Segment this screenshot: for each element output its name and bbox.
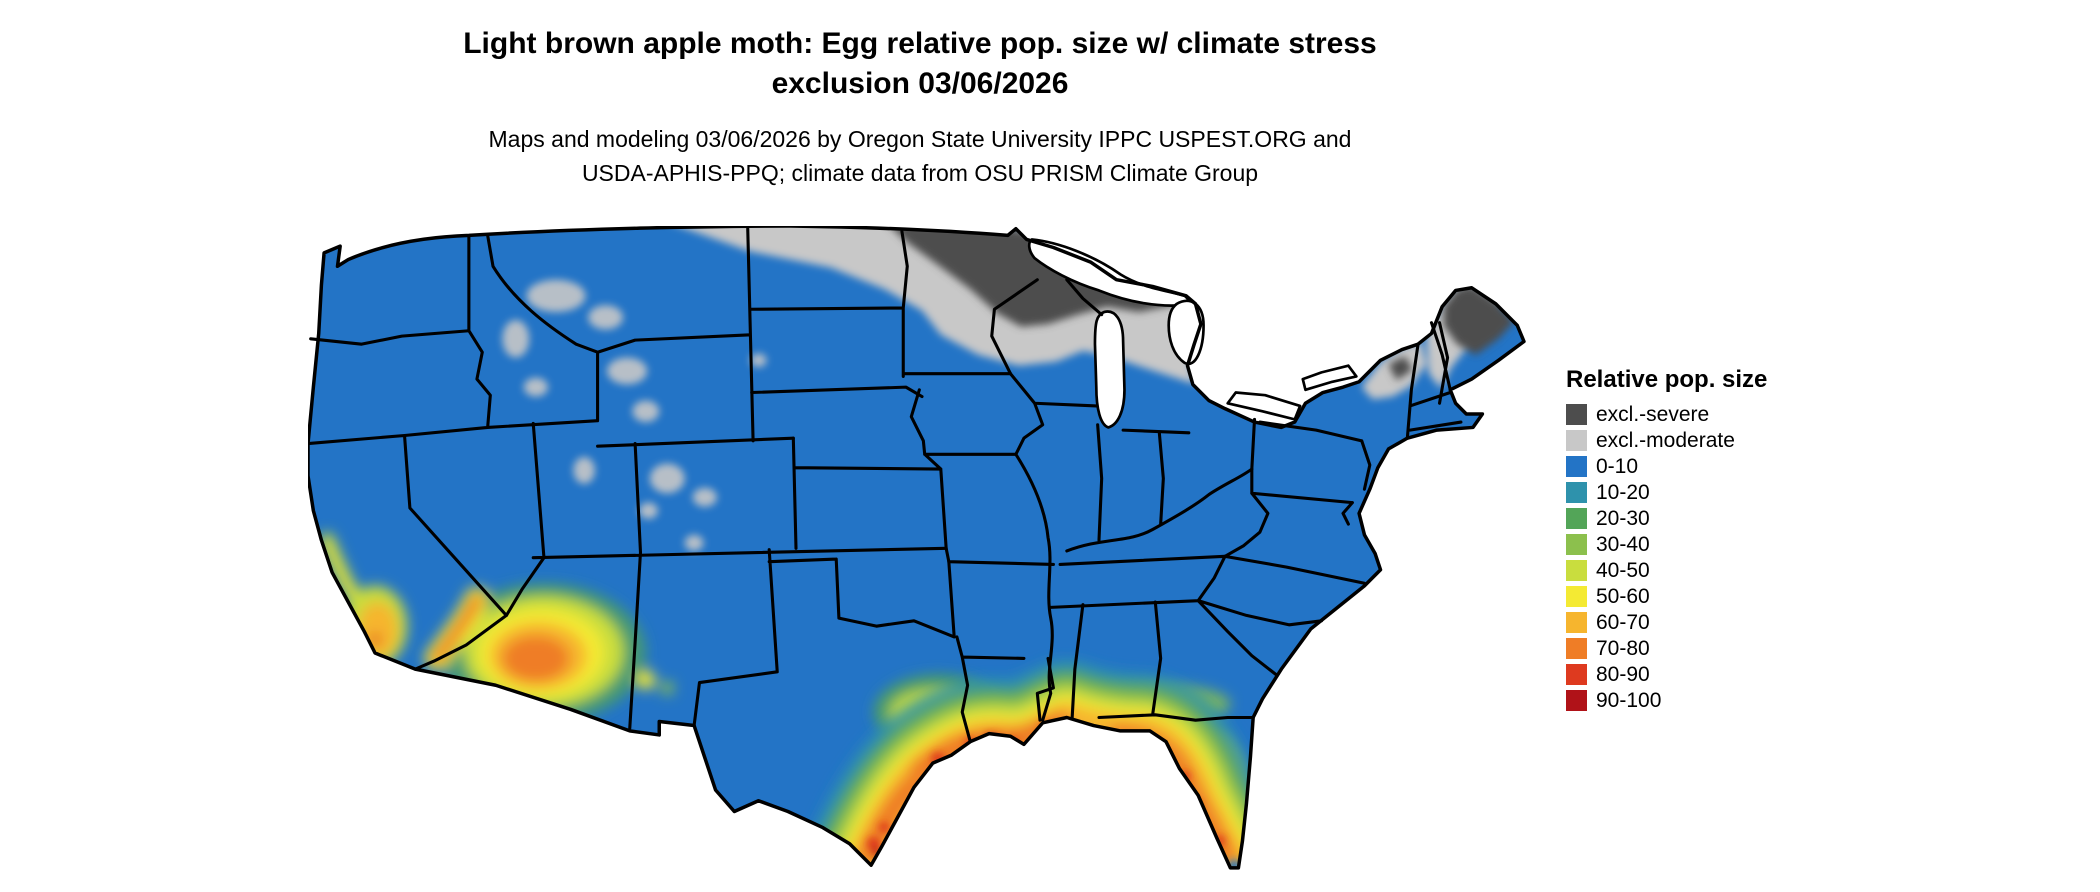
legend-label-b40: 40-50 xyxy=(1596,559,1650,582)
lake-michigan-icon xyxy=(1093,310,1126,429)
legend-label-b50: 50-60 xyxy=(1596,585,1650,608)
legend-item-b40: 40-50 xyxy=(1566,560,1767,581)
legend-swatch-b40 xyxy=(1566,560,1587,581)
legend-label-exsev: excl.-severe xyxy=(1596,403,1710,426)
legend-swatch-b70 xyxy=(1566,638,1587,659)
legend-swatch-b50 xyxy=(1566,586,1587,607)
title-line-1: Light brown apple moth: Egg relative pop… xyxy=(463,27,1377,60)
lake-ontario-icon xyxy=(1301,364,1358,392)
state-borders xyxy=(308,227,1463,744)
legend-item-exmod: excl.-moderate xyxy=(1566,430,1767,451)
legend-label-b10: 10-20 xyxy=(1596,481,1650,504)
legend-swatch-b20 xyxy=(1566,508,1587,529)
legend-label-b0: 0-10 xyxy=(1596,455,1639,478)
subtitle-line-1: Maps and modeling 03/06/2026 by Oregon S… xyxy=(488,126,1352,152)
legend-swatch-b90 xyxy=(1566,690,1587,711)
legend-swatch-exsev xyxy=(1566,404,1587,425)
legend-title: Relative pop. size xyxy=(1566,366,1768,393)
us-outline xyxy=(308,226,1526,870)
legend-label-b70: 70-80 xyxy=(1596,637,1650,660)
legend-label-b20: 20-30 xyxy=(1596,507,1650,530)
title-line-2: exclusion 03/06/2026 xyxy=(771,67,1069,100)
legend-swatch-b80 xyxy=(1566,664,1587,685)
legend-items: excl.-severe excl.-moderate 0-10 10-20 20-30… xyxy=(1566,404,1767,711)
legend-item-b0: 0-10 xyxy=(1566,456,1767,477)
legend-swatch-b60 xyxy=(1566,612,1587,633)
subtitle-line-2: USDA-APHIS-PPQ; climate data from OSU PR… xyxy=(581,160,1259,186)
mountain-exclusion-patches xyxy=(502,279,767,551)
legend: Relative pop. size excl.-severe excl.-mod… xyxy=(1566,366,1767,716)
legend-label-b80: 80-90 xyxy=(1596,663,1650,686)
legend-item-b70: 70-80 xyxy=(1566,638,1767,659)
legend-label-b90: 90-100 xyxy=(1596,689,1662,712)
legend-swatch-b0 xyxy=(1566,456,1587,477)
legend-label-exmod: excl.-moderate xyxy=(1596,429,1735,452)
great-lakes xyxy=(1027,238,1358,429)
legend-item-b90: 90-100 xyxy=(1566,690,1767,711)
lake-superior-icon xyxy=(1027,238,1195,307)
legend-swatch-b10 xyxy=(1566,482,1587,503)
figure-subtitle: Maps and modeling 03/06/2026 by Oregon S… xyxy=(0,122,1840,190)
gulf-population-gradient xyxy=(805,659,1294,868)
legend-label-b60: 60-70 xyxy=(1596,611,1650,634)
legend-item-b80: 80-90 xyxy=(1566,664,1767,685)
legend-item-b20: 20-30 xyxy=(1566,508,1767,529)
legend-item-b30: 30-40 xyxy=(1566,534,1767,555)
legend-label-b30: 30-40 xyxy=(1596,533,1650,556)
lake-erie-icon xyxy=(1226,391,1302,421)
legend-item-exsev: excl.-severe xyxy=(1566,404,1767,425)
legend-item-b50: 50-60 xyxy=(1566,586,1767,607)
legend-item-b60: 60-70 xyxy=(1566,612,1767,633)
legend-swatch-exmod xyxy=(1566,430,1587,451)
lake-huron-icon xyxy=(1167,299,1205,366)
us-map-svg xyxy=(308,226,1526,870)
legend-item-b10: 10-20 xyxy=(1566,482,1767,503)
legend-swatch-b30 xyxy=(1566,534,1587,555)
us-map xyxy=(308,226,1528,884)
figure-title: Light brown apple moth: Egg relative pop… xyxy=(0,24,1840,104)
